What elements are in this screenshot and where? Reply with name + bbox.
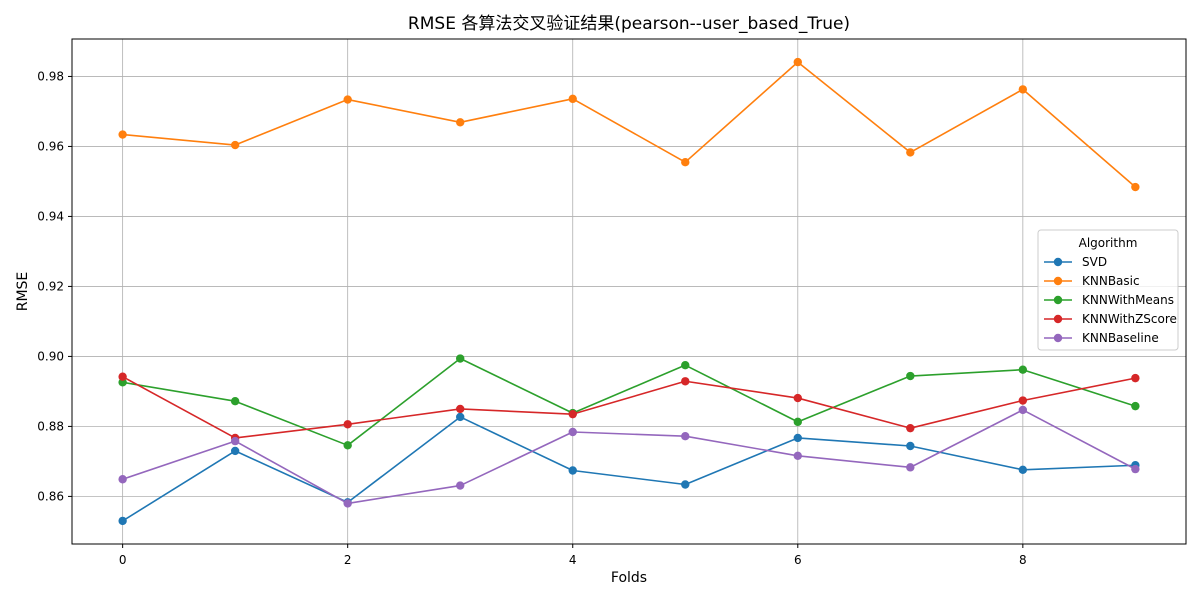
series-KNNBasic <box>118 57 1140 192</box>
legend-label: KNNBaseline <box>1082 331 1159 345</box>
data-point <box>230 446 240 456</box>
series-SVD <box>118 412 1140 526</box>
series-line <box>122 376 1136 439</box>
data-point <box>681 157 690 167</box>
series-line <box>122 409 1136 505</box>
data-point <box>681 377 690 386</box>
y-axis-label: RMSE <box>15 272 31 312</box>
legend-label: KNNBasic <box>1082 274 1140 288</box>
data-point <box>793 57 802 67</box>
series-KNNWithZScore <box>118 372 1140 443</box>
y-tick-label: 0.88 <box>37 419 64 433</box>
legend-item: KNNWithMeans <box>1044 293 1174 307</box>
legend-item: KNNBasic <box>1044 274 1140 288</box>
legend-swatch-marker <box>1053 295 1063 305</box>
y-tick-label: 0.90 <box>37 349 64 363</box>
data-point <box>568 466 577 475</box>
data-point <box>793 393 802 403</box>
data-point <box>1018 85 1028 94</box>
data-point <box>456 118 465 127</box>
series-KNNBaseline <box>118 405 1140 508</box>
legend-item: SVD <box>1044 255 1107 269</box>
data-point <box>1018 405 1028 415</box>
legend-items: SVD KNNBasic KNNWithMeans KNNWithZScore KNNB… <box>1044 255 1177 345</box>
data-point <box>681 432 690 441</box>
data-point <box>118 516 127 526</box>
grid-layer <box>72 39 1186 544</box>
x-axis-label: Folds <box>611 570 647 586</box>
ticks-layer: 0 2 4 6 8 0.86 0.88 0.90 0.92 0.94 0.96 0.98 <box>37 69 1026 567</box>
legend: Algorithm SVD KNNBasic KNNWithMeans KNNWith… <box>1037 229 1179 351</box>
data-point <box>906 148 915 157</box>
x-tick-label: 4 <box>569 553 577 567</box>
data-point <box>906 371 915 381</box>
series-layer <box>118 57 1140 526</box>
data-point <box>456 481 465 490</box>
data-point <box>1018 396 1028 405</box>
y-tick-label: 0.98 <box>37 69 64 83</box>
data-point <box>343 95 352 104</box>
series-line <box>122 61 1136 188</box>
data-point <box>343 420 352 429</box>
data-point <box>343 499 352 508</box>
x-tick-label: 0 <box>119 553 127 567</box>
data-point <box>681 480 690 489</box>
data-point <box>1018 365 1028 374</box>
data-point <box>793 451 802 461</box>
legend-label: KNNWithZScore <box>1082 312 1177 326</box>
legend-item: KNNBaseline <box>1044 331 1159 345</box>
series-KNNWithMeans <box>118 354 1140 450</box>
data-point <box>230 397 240 406</box>
data-point <box>568 427 577 437</box>
data-point <box>456 412 465 422</box>
x-tick-label: 8 <box>1019 553 1027 567</box>
data-point <box>1131 373 1140 383</box>
data-point <box>230 436 240 446</box>
data-point <box>793 433 802 443</box>
data-point <box>793 417 802 427</box>
data-point <box>456 354 465 363</box>
legend-title: Algorithm <box>1079 236 1138 250</box>
legend-swatch-marker <box>1053 333 1063 343</box>
data-point <box>343 441 352 450</box>
chart-title: RMSE 各算法交叉验证结果(pearson--user_based_True) <box>408 14 850 34</box>
legend-swatch-marker <box>1053 276 1063 286</box>
data-point <box>681 360 690 370</box>
data-point <box>118 130 127 139</box>
data-point <box>118 372 127 381</box>
legend-item: KNNWithZScore <box>1044 312 1177 326</box>
data-point <box>230 140 240 150</box>
data-point <box>1131 464 1140 474</box>
plot-frame <box>71 38 1187 545</box>
data-point <box>568 94 577 104</box>
legend-swatch-marker <box>1053 257 1063 267</box>
y-tick-label: 0.92 <box>37 279 64 293</box>
data-point <box>1131 182 1140 192</box>
data-point <box>906 423 915 433</box>
y-tick-label: 0.96 <box>37 139 64 153</box>
data-point <box>568 409 577 419</box>
data-point <box>1018 465 1028 475</box>
legend-box <box>1037 229 1179 351</box>
data-point <box>118 475 127 484</box>
legend-swatch-marker <box>1053 314 1063 324</box>
y-tick-label: 0.86 <box>37 489 64 503</box>
series-line <box>122 416 1136 522</box>
legend-label: SVD <box>1082 255 1107 269</box>
series-line <box>122 357 1136 447</box>
data-point <box>906 463 915 472</box>
x-tick-label: 2 <box>344 553 352 567</box>
data-point <box>1131 401 1140 411</box>
legend-label: KNNWithMeans <box>1082 293 1174 307</box>
y-tick-label: 0.94 <box>37 209 64 223</box>
data-point <box>906 441 915 451</box>
data-point <box>456 404 465 414</box>
x-tick-label: 6 <box>794 553 802 567</box>
